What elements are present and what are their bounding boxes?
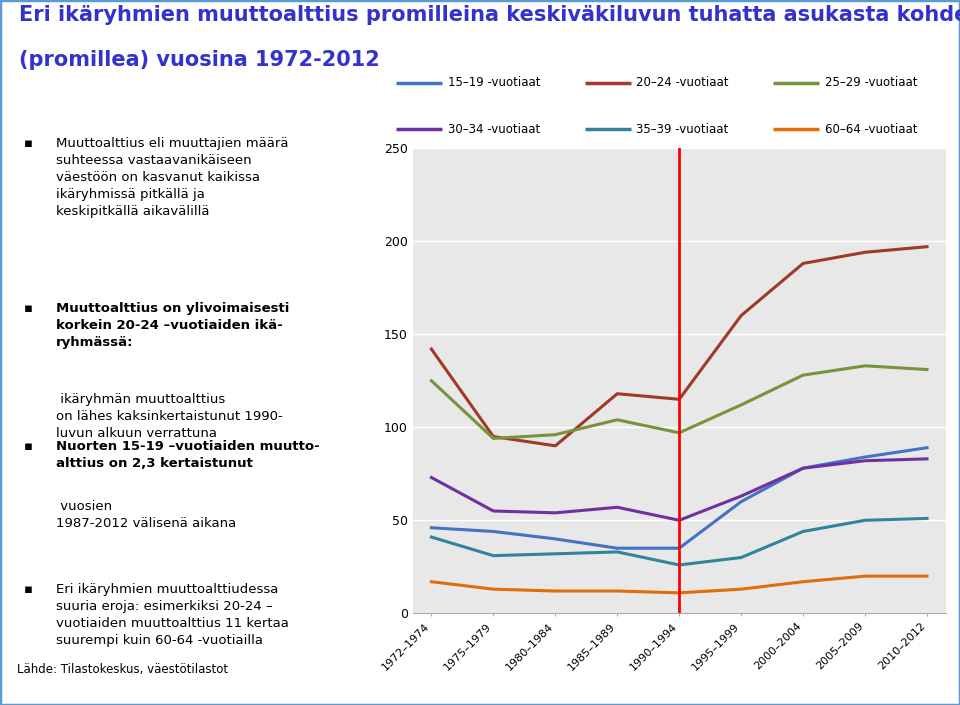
- Text: ▪: ▪: [24, 440, 33, 453]
- Text: 35–39 -vuotiaat: 35–39 -vuotiaat: [636, 123, 729, 136]
- Text: Eri ikäryhmien muuttoalttiudessa
suuria eroja: esimerkiksi 20-24 –
vuotiaiden mu: Eri ikäryhmien muuttoalttiudessa suuria …: [56, 582, 289, 646]
- Text: ▪: ▪: [24, 302, 33, 315]
- Text: Muuttoalttius eli muuttajien määrä
suhteessa vastaavanikäiseen
väestöön on kasva: Muuttoalttius eli muuttajien määrä suhte…: [56, 137, 288, 218]
- Text: 25–29 -vuotiaat: 25–29 -vuotiaat: [825, 76, 917, 90]
- Text: 15–19 -vuotiaat: 15–19 -vuotiaat: [447, 76, 540, 90]
- Text: Lähde: Tilastokeskus, väestötilastot: Lähde: Tilastokeskus, väestötilastot: [17, 663, 228, 676]
- Text: Nuorten 15-19 –vuotiaiden muutto-
alttius on 2,3 kertaistunut: Nuorten 15-19 –vuotiaiden muutto- alttiu…: [56, 440, 320, 470]
- Text: 30–34 -vuotiaat: 30–34 -vuotiaat: [447, 123, 540, 136]
- Text: Eri ikäryhmien muuttoalttius promilleina keskiväkiluvun tuhatta asukasta kohden: Eri ikäryhmien muuttoalttius promilleina…: [19, 4, 960, 25]
- Text: ▪: ▪: [24, 582, 33, 596]
- Text: 60–64 -vuotiaat: 60–64 -vuotiaat: [825, 123, 917, 136]
- Text: 20–24 -vuotiaat: 20–24 -vuotiaat: [636, 76, 729, 90]
- Text: ▪: ▪: [24, 137, 33, 150]
- Text: (promillea) vuosina 1972-2012: (promillea) vuosina 1972-2012: [19, 51, 380, 70]
- Text: ikäryhmän muuttoalttius
on lähes kaksinkertaistunut 1990-
luvun alkuun verrattun: ikäryhmän muuttoalttius on lähes kaksink…: [56, 393, 282, 440]
- Text: vuosien
1987-2012 välisenä aikana: vuosien 1987-2012 välisenä aikana: [56, 500, 236, 530]
- Text: Muuttoalttius on ylivoimaisesti
korkein 20-24 –vuotiaiden ikä-
ryhmässä:: Muuttoalttius on ylivoimaisesti korkein …: [56, 302, 289, 349]
